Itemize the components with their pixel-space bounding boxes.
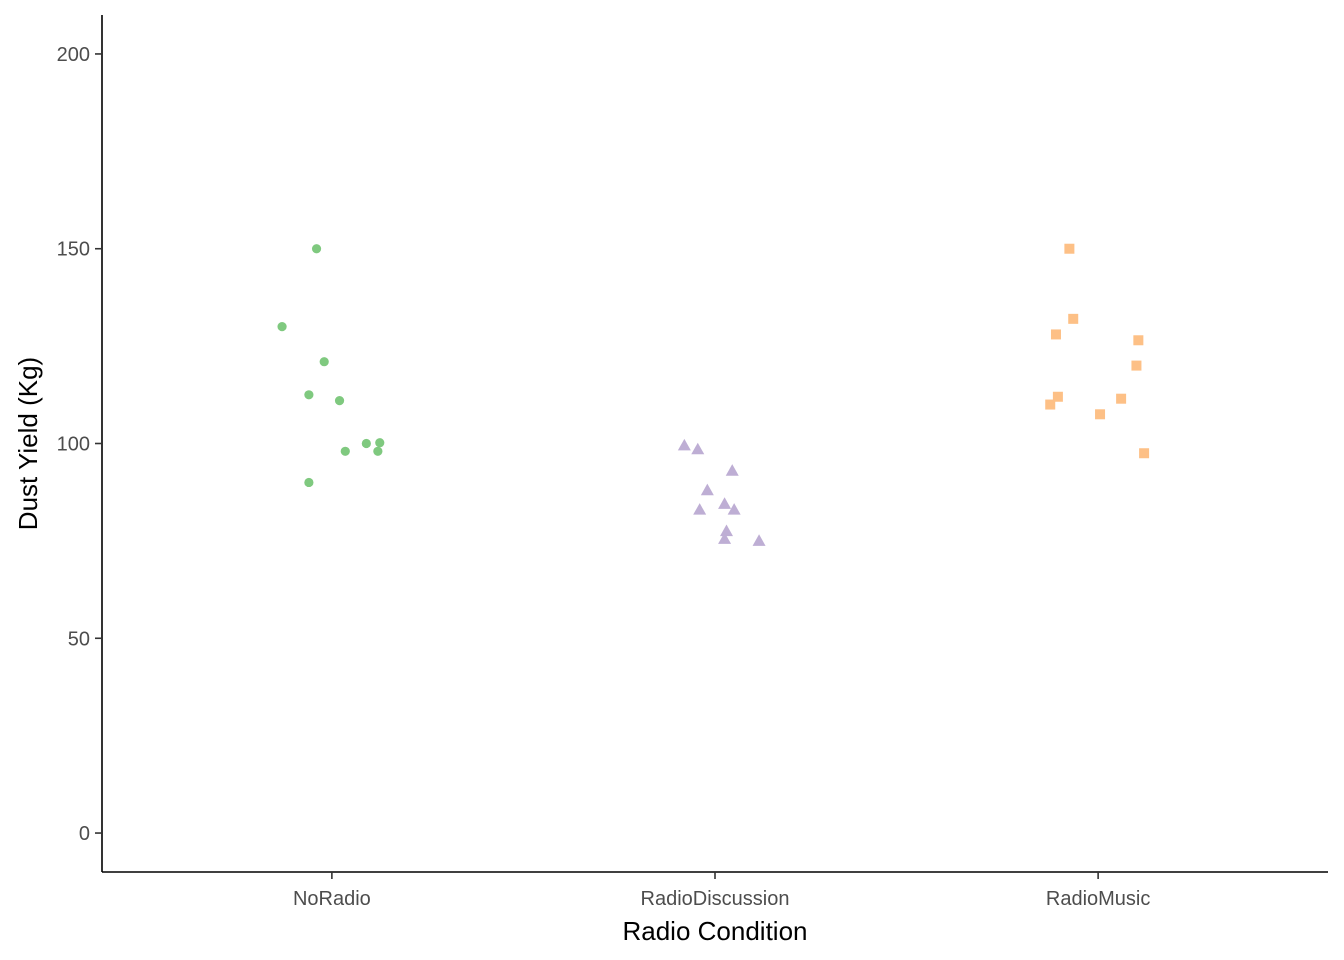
data-point [691, 442, 705, 455]
data-point [1131, 360, 1142, 371]
y-axis: 0 50 100 150 200 [57, 15, 103, 872]
data-point [718, 532, 732, 544]
data-point [718, 497, 732, 509]
x-axis: NoRadio RadioDiscussion RadioMusic [102, 871, 1328, 910]
y-tick-label: 100 [57, 434, 90, 456]
y-tick-label: 50 [68, 628, 90, 650]
data-point [304, 390, 314, 400]
data-point [1095, 409, 1106, 420]
y-axis-title: Dust Yield (Kg) [13, 357, 43, 530]
series-radiomusic [1045, 243, 1150, 459]
data-point [693, 503, 707, 515]
data-point [1050, 329, 1061, 340]
data-point [334, 396, 345, 406]
y-tick-label: 200 [57, 44, 90, 66]
data-point [1133, 335, 1144, 346]
data-point [700, 483, 714, 496]
data-point [319, 357, 329, 367]
data-point [727, 503, 741, 515]
data-point [361, 438, 371, 449]
data-points [277, 243, 1150, 546]
x-axis-title: Radio Condition [622, 916, 807, 946]
data-point [1052, 391, 1063, 402]
data-point [311, 244, 322, 254]
data-point [677, 438, 691, 451]
data-point [1116, 393, 1127, 404]
y-tick-label: 150 [57, 239, 90, 261]
data-point [719, 524, 733, 537]
data-point [725, 464, 739, 476]
x-tick-label-radiomusic: RadioMusic [1046, 888, 1150, 910]
series-radiodiscussion [677, 438, 766, 546]
data-point [304, 477, 314, 488]
data-point [752, 534, 766, 546]
data-point [277, 322, 287, 332]
data-point [375, 438, 385, 448]
data-point [1068, 313, 1079, 324]
series-noradio [277, 244, 385, 488]
data-point [1139, 448, 1150, 459]
data-point [1064, 243, 1075, 254]
x-tick-label-noradio: NoRadio [293, 888, 371, 910]
y-tick-label: 0 [79, 823, 90, 845]
data-point [1045, 399, 1056, 410]
data-point [340, 446, 350, 456]
data-point [373, 446, 383, 456]
x-tick-label-radiodiscussion: RadioDiscussion [641, 888, 790, 910]
